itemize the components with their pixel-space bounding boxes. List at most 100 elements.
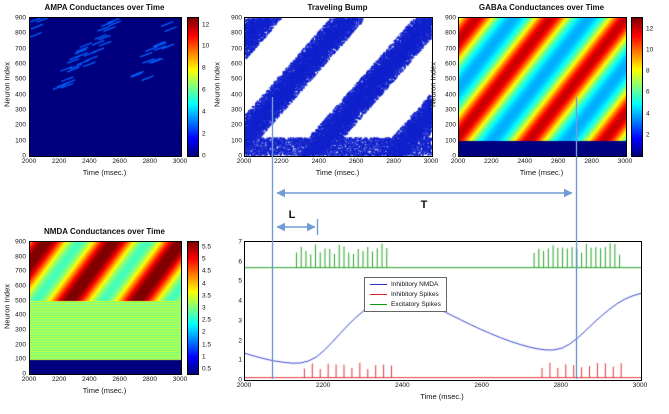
- bump-x-axis-label: Time (msec.): [315, 168, 360, 177]
- nmda-colorbar-ticks: 0.5 1 1.5 2 2.5 3 3.5 4 4.5 5 5.5: [202, 242, 222, 374]
- tick-label: 4: [238, 297, 242, 305]
- gaba-colorbar: [631, 17, 643, 157]
- tick-label: 5: [238, 277, 242, 285]
- tick-label: 500: [445, 75, 456, 83]
- tick-label: 200: [15, 121, 26, 129]
- legend-item-inhibitory-nmda: Inhibitory NMDA: [370, 281, 441, 288]
- tick-label: 8: [202, 64, 206, 72]
- tick-label: 300: [445, 106, 456, 114]
- tick-label: 500: [15, 297, 26, 305]
- nmda-colorbar: [187, 241, 199, 375]
- tick-label: 2400: [517, 158, 533, 165]
- bump-raster-plot: [244, 17, 433, 157]
- tick-label: 400: [445, 91, 456, 99]
- tick-label: 2400: [395, 382, 410, 389]
- tick-label: 2.5: [202, 316, 212, 324]
- nmda-y-ticks: 0 100 200 300 400 500 600 700 800 900: [9, 239, 26, 378]
- tick-label: 700: [15, 267, 26, 275]
- tick-label: 1: [202, 353, 206, 361]
- tick-label: 2200: [51, 158, 67, 165]
- period-label: T: [421, 199, 428, 211]
- tick-label: 700: [231, 45, 242, 53]
- ampa-heatmap-canvas: [30, 18, 181, 156]
- ampa-title: AMPA Conductances over Time: [44, 3, 165, 12]
- legend-line-sample-blue: [370, 283, 387, 286]
- gaba-title: GABAa Conductances over Time: [478, 3, 605, 12]
- ampa-y-ticks: 0 100 200 300 400 500 600 700 800 900: [9, 14, 26, 160]
- tick-label: 2000: [236, 382, 252, 389]
- ampa-heatmap: [29, 17, 182, 157]
- tick-label: 300: [15, 106, 26, 114]
- tick-label: 2600: [112, 376, 127, 383]
- tick-label: 500: [231, 75, 242, 83]
- tick-label: 200: [445, 121, 456, 129]
- tick-label: 2800: [386, 158, 401, 165]
- bump-y-axis-label: Neuron Index: [212, 61, 222, 108]
- ampa-x-ticks: 2000 2200 2400 2600 2800 3000: [22, 158, 187, 166]
- nmda-heatmap: [29, 241, 182, 375]
- tick-label: 3000: [172, 376, 188, 383]
- tick-label: 0: [238, 376, 242, 384]
- tick-label: 4.5: [202, 267, 212, 275]
- tick-label: 3000: [632, 382, 648, 389]
- tick-label: 900: [445, 14, 456, 22]
- tick-label: 4: [202, 280, 206, 288]
- tick-label: 400: [231, 91, 242, 99]
- tick-label: 3000: [617, 158, 633, 165]
- tick-label: 300: [231, 106, 242, 114]
- tick-label: 3: [238, 317, 242, 325]
- tick-label: 2600: [112, 158, 127, 165]
- tick-label: 0.5: [202, 365, 212, 373]
- tick-label: 600: [15, 60, 26, 68]
- legend-item-excitatory-spikes: Excitatory Spikes: [370, 301, 441, 308]
- gaba-colorbar-canvas: [632, 18, 642, 156]
- tick-label: 300: [15, 326, 26, 334]
- tick-label: 2200: [51, 376, 67, 383]
- legend-line-sample-green: [370, 303, 387, 306]
- tick-label: 2600: [550, 158, 566, 165]
- tick-label: 2000: [236, 158, 252, 165]
- tick-label: 6: [202, 86, 206, 94]
- tick-label: 2400: [82, 158, 97, 165]
- tick-label: 0: [452, 152, 456, 160]
- ampa-colorbar: [187, 17, 199, 157]
- tick-label: 2000: [450, 158, 466, 165]
- gaba-heatmap-canvas: [459, 18, 626, 156]
- tick-label: 2200: [274, 158, 289, 165]
- gaba-heatmap: [458, 17, 627, 157]
- tick-label: 900: [15, 14, 26, 22]
- tick-label: 800: [15, 253, 26, 261]
- tick-label: 2200: [484, 158, 499, 165]
- gaba-x-axis-label: Time (msec.): [519, 168, 564, 177]
- tick-label: 2800: [142, 158, 158, 165]
- tick-label: 10: [646, 46, 654, 54]
- trace-y-ticks: 0 1 2 3 4 5 6 7: [226, 238, 242, 384]
- tick-label: 600: [15, 282, 26, 290]
- tick-label: 2: [202, 130, 206, 138]
- trace-legend: Inhibitory NMDA Inhibitory Spikes Excita…: [364, 277, 447, 312]
- gaba-y-ticks: 0 100 200 300 400 500 600 700 800 900: [440, 14, 456, 160]
- tick-label: 5: [202, 255, 206, 263]
- tick-label: 600: [231, 60, 242, 68]
- bump-title: Traveling Bump: [307, 3, 368, 12]
- tick-label: 7: [238, 238, 242, 246]
- tick-label: 2800: [553, 382, 569, 389]
- tick-label: 6: [238, 258, 242, 266]
- tick-label: 2: [238, 337, 242, 345]
- bump-raster-canvas: [245, 18, 432, 156]
- tick-label: 2400: [82, 376, 97, 383]
- legend-item-inhibitory-spikes: Inhibitory Spikes: [370, 291, 441, 298]
- tick-label: 100: [15, 355, 26, 363]
- nmda-heatmap-canvas: [30, 242, 181, 374]
- tick-label: 2800: [142, 376, 158, 383]
- tick-label: 1.5: [202, 341, 212, 349]
- tick-label: 100: [15, 137, 26, 145]
- nmda-title: NMDA Conductances over Time: [44, 227, 165, 236]
- ampa-colorbar-ticks: 0 2 4 6 8 10 12: [202, 18, 222, 159]
- tick-label: 800: [231, 29, 242, 37]
- tick-label: 2600: [474, 382, 489, 389]
- tick-label: 2800: [584, 158, 599, 165]
- tick-label: 800: [445, 29, 456, 37]
- tick-label: 200: [15, 341, 26, 349]
- tick-label: 2400: [311, 158, 327, 165]
